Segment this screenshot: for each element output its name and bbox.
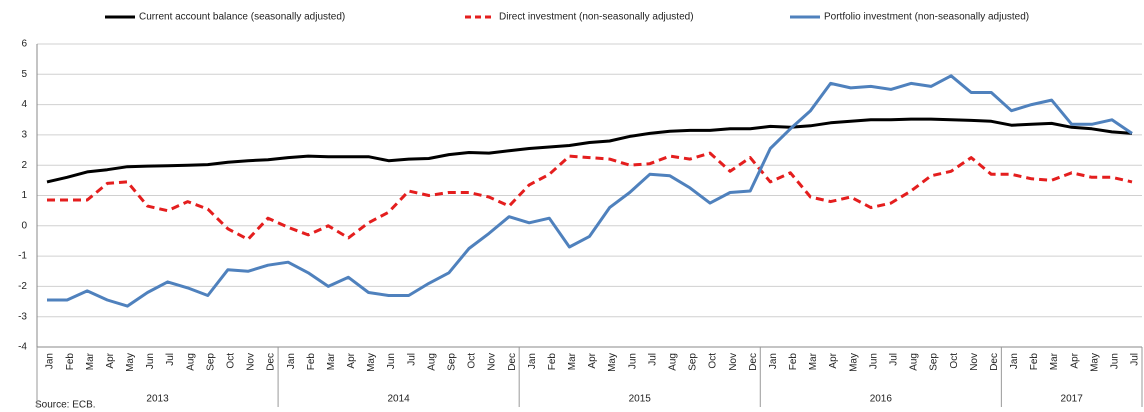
x-tick-label: Jan bbox=[527, 353, 538, 369]
x-tick-label: Jul bbox=[406, 353, 417, 366]
x-tick-label: Sep bbox=[205, 353, 216, 371]
x-tick-label: May bbox=[366, 353, 377, 372]
x-tick-label: May bbox=[607, 353, 618, 372]
y-tick-label: 3 bbox=[21, 130, 27, 141]
x-tick-label: Jul bbox=[165, 353, 176, 366]
x-tick-label: Jan bbox=[1009, 353, 1020, 369]
x-tick-label: Aug bbox=[909, 353, 920, 371]
x-tick-label: Mar bbox=[326, 352, 337, 370]
x-tick-label: Dec bbox=[507, 353, 518, 371]
x-tick-label: May bbox=[1089, 353, 1100, 372]
legend-label: Current account balance (seasonally adju… bbox=[139, 12, 345, 23]
legend-label: Portfolio investment (non-seasonally adj… bbox=[824, 12, 1029, 23]
x-tick-label: Jul bbox=[1130, 353, 1141, 366]
year-label: 2017 bbox=[1061, 394, 1084, 405]
x-tick-label: Feb bbox=[788, 353, 799, 371]
x-tick-label: Apr bbox=[828, 352, 839, 368]
x-tick-label: Nov bbox=[246, 353, 257, 371]
x-tick-label: May bbox=[125, 353, 136, 372]
x-tick-label: Nov bbox=[728, 353, 739, 371]
source-note: Source: ECB. bbox=[35, 400, 96, 411]
x-tick-label: Sep bbox=[929, 353, 940, 371]
x-tick-label: May bbox=[848, 353, 859, 372]
series-line bbox=[47, 74, 1133, 308]
x-tick-label: Mar bbox=[567, 352, 578, 370]
x-tick-label: Oct bbox=[949, 353, 960, 369]
y-tick-label: -4 bbox=[18, 342, 27, 353]
x-tick-label: Jan bbox=[286, 353, 297, 369]
y-tick-label: 6 bbox=[21, 39, 27, 50]
x-tick-label: Sep bbox=[447, 353, 458, 371]
x-tick-label: Dec bbox=[989, 353, 1000, 371]
y-tick-label: -1 bbox=[18, 251, 27, 262]
x-tick-label: Apr bbox=[346, 352, 357, 368]
year-label: 2014 bbox=[388, 394, 411, 405]
y-tick-label: 0 bbox=[21, 220, 27, 231]
x-tick-label: Feb bbox=[547, 353, 558, 371]
y-tick-label: -3 bbox=[18, 311, 27, 322]
x-tick-label: Jul bbox=[889, 353, 900, 366]
x-tick-label: Apr bbox=[105, 352, 116, 368]
year-label: 2015 bbox=[629, 394, 652, 405]
y-tick-label: 5 bbox=[21, 69, 27, 80]
x-tick-label: Jun bbox=[1110, 353, 1121, 369]
y-tick-label: 1 bbox=[21, 190, 27, 201]
x-tick-label: Jan bbox=[768, 353, 779, 369]
x-tick-label: Nov bbox=[487, 353, 498, 371]
series-line bbox=[47, 151, 1133, 241]
series-line bbox=[46, 117, 1133, 184]
x-tick-label: Mar bbox=[85, 352, 96, 370]
x-tick-label: Oct bbox=[226, 353, 237, 369]
x-tick-label: Jan bbox=[45, 353, 56, 369]
x-tick-label: Jul bbox=[647, 353, 658, 366]
x-tick-label: Jun bbox=[145, 353, 156, 369]
x-tick-label: Jun bbox=[868, 353, 879, 369]
legend-label: Direct investment (non-seasonally adjust… bbox=[499, 12, 694, 23]
x-tick-label: Feb bbox=[65, 353, 76, 371]
year-label: 2016 bbox=[870, 394, 893, 405]
x-tick-label: Apr bbox=[587, 352, 598, 368]
y-tick-label: 2 bbox=[21, 160, 27, 171]
x-tick-label: Apr bbox=[1069, 352, 1080, 368]
x-tick-label: Sep bbox=[688, 353, 699, 371]
x-tick-label: Dec bbox=[266, 353, 277, 371]
x-tick-label: Aug bbox=[426, 353, 437, 371]
x-tick-label: Jun bbox=[627, 353, 638, 369]
y-tick-label: 4 bbox=[21, 99, 27, 110]
x-tick-label: Nov bbox=[969, 353, 980, 371]
x-tick-label: Aug bbox=[668, 353, 679, 371]
x-tick-label: Aug bbox=[185, 353, 196, 371]
x-tick-label: Feb bbox=[306, 353, 317, 371]
y-tick-label: -2 bbox=[18, 281, 27, 292]
x-tick-label: Mar bbox=[1049, 352, 1060, 370]
x-tick-label: Mar bbox=[808, 352, 819, 370]
x-tick-label: Feb bbox=[1029, 353, 1040, 371]
year-label: 2013 bbox=[146, 394, 169, 405]
x-tick-label: Jun bbox=[386, 353, 397, 369]
x-tick-label: Oct bbox=[467, 353, 478, 369]
x-tick-label: Dec bbox=[748, 353, 759, 371]
x-tick-label: Oct bbox=[708, 353, 719, 369]
